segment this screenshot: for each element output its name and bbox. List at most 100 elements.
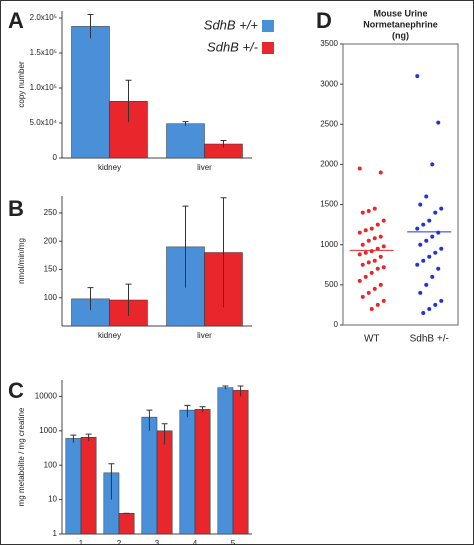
y-axis-label: nmol/min/mg [17, 238, 26, 284]
point [372, 236, 377, 241]
y-tick-label: 250 [44, 208, 58, 217]
y-tick-label: 200 [44, 236, 58, 245]
error-bar [184, 404, 191, 418]
point [430, 234, 435, 239]
point [372, 206, 377, 211]
point [433, 250, 438, 255]
y-tick-label: 100 [44, 460, 58, 469]
y-tick-label: 500 [325, 280, 339, 289]
error-bar [70, 434, 77, 443]
point [375, 222, 380, 227]
point [360, 294, 365, 299]
chart-title: (ng) [392, 30, 409, 40]
bar [80, 436, 97, 535]
error-bar [182, 205, 189, 288]
point [415, 74, 420, 79]
x-tick-label: WT [364, 334, 380, 345]
error-bar [125, 79, 132, 123]
y-tick-label: 0 [334, 320, 339, 329]
point [418, 242, 423, 247]
point [418, 202, 423, 207]
y-tick-label: 3000 [320, 79, 338, 88]
point [378, 234, 383, 239]
x-tick-label: SdhB +/- [410, 334, 449, 345]
y-tick-label: 2500 [320, 119, 338, 128]
error-bar [146, 409, 153, 431]
bar [65, 438, 82, 535]
x-tick-label: 5 [231, 539, 236, 545]
y-tick-label: 1500 [320, 200, 338, 209]
point [360, 262, 365, 267]
bar [194, 409, 211, 535]
panel-letter: A [8, 8, 24, 33]
panel-letter: C [8, 378, 24, 403]
error-bar [220, 140, 227, 148]
point [363, 228, 368, 233]
point [421, 222, 426, 227]
point [369, 226, 374, 231]
bar [71, 26, 110, 159]
point [369, 270, 374, 275]
y-tick-label: 10 [48, 495, 57, 504]
point [421, 258, 426, 263]
error-bar [85, 433, 92, 442]
point [366, 238, 371, 243]
point [381, 244, 386, 249]
y-tick-label: 1.0x10⁵ [30, 83, 57, 92]
chart-title: Normetanephrine [363, 19, 438, 29]
point [366, 290, 371, 295]
point [427, 254, 432, 259]
point [375, 302, 380, 307]
point [363, 274, 368, 279]
point [433, 210, 438, 215]
x-tick-label: 2 [117, 539, 122, 545]
x-tick-label: kidney [98, 331, 121, 340]
point [360, 242, 365, 247]
y-tick-label: 5.0x10⁴ [30, 118, 58, 127]
point [436, 120, 441, 125]
bar [166, 123, 205, 159]
point [357, 252, 362, 257]
error-bar [220, 197, 227, 308]
point [369, 306, 374, 311]
point [415, 226, 420, 231]
x-tick-label: 3 [155, 539, 160, 545]
x-tick-label: 1 [79, 539, 84, 545]
y-tick-label: 150 [44, 265, 58, 274]
legend-swatch [262, 20, 274, 32]
bar [141, 416, 158, 535]
point [378, 170, 383, 175]
point [357, 230, 362, 235]
point [415, 262, 420, 267]
error-bar [222, 385, 229, 390]
legend-label: SdhB +/+ [204, 17, 259, 32]
x-tick-label: 4 [193, 539, 198, 545]
y-tick-label: 1 [53, 529, 58, 538]
point [439, 298, 444, 303]
chart-title: Mouse Urine [373, 8, 427, 18]
y-tick-label: 3500 [320, 39, 338, 48]
point [430, 274, 435, 279]
y-tick-label: 1000 [320, 240, 338, 249]
point [366, 260, 371, 265]
point [363, 250, 368, 255]
x-tick-label: liver [197, 163, 212, 172]
point [427, 306, 432, 311]
error-bar [87, 14, 94, 39]
y-axis-label: mg metabolite / mg creatine [17, 407, 26, 506]
error-bar [237, 385, 244, 397]
point [378, 282, 383, 287]
x-tick-label: liver [197, 331, 212, 340]
y-tick-label: 1000 [39, 426, 57, 435]
point [375, 246, 380, 251]
y-tick-label: 10000 [35, 392, 58, 401]
point [424, 282, 429, 287]
point [381, 265, 386, 270]
bar [179, 409, 196, 535]
point [372, 258, 377, 263]
y-tick-label: 0 [53, 153, 58, 162]
point [433, 302, 438, 307]
error-bar [108, 463, 115, 500]
plot-frame [342, 43, 459, 326]
